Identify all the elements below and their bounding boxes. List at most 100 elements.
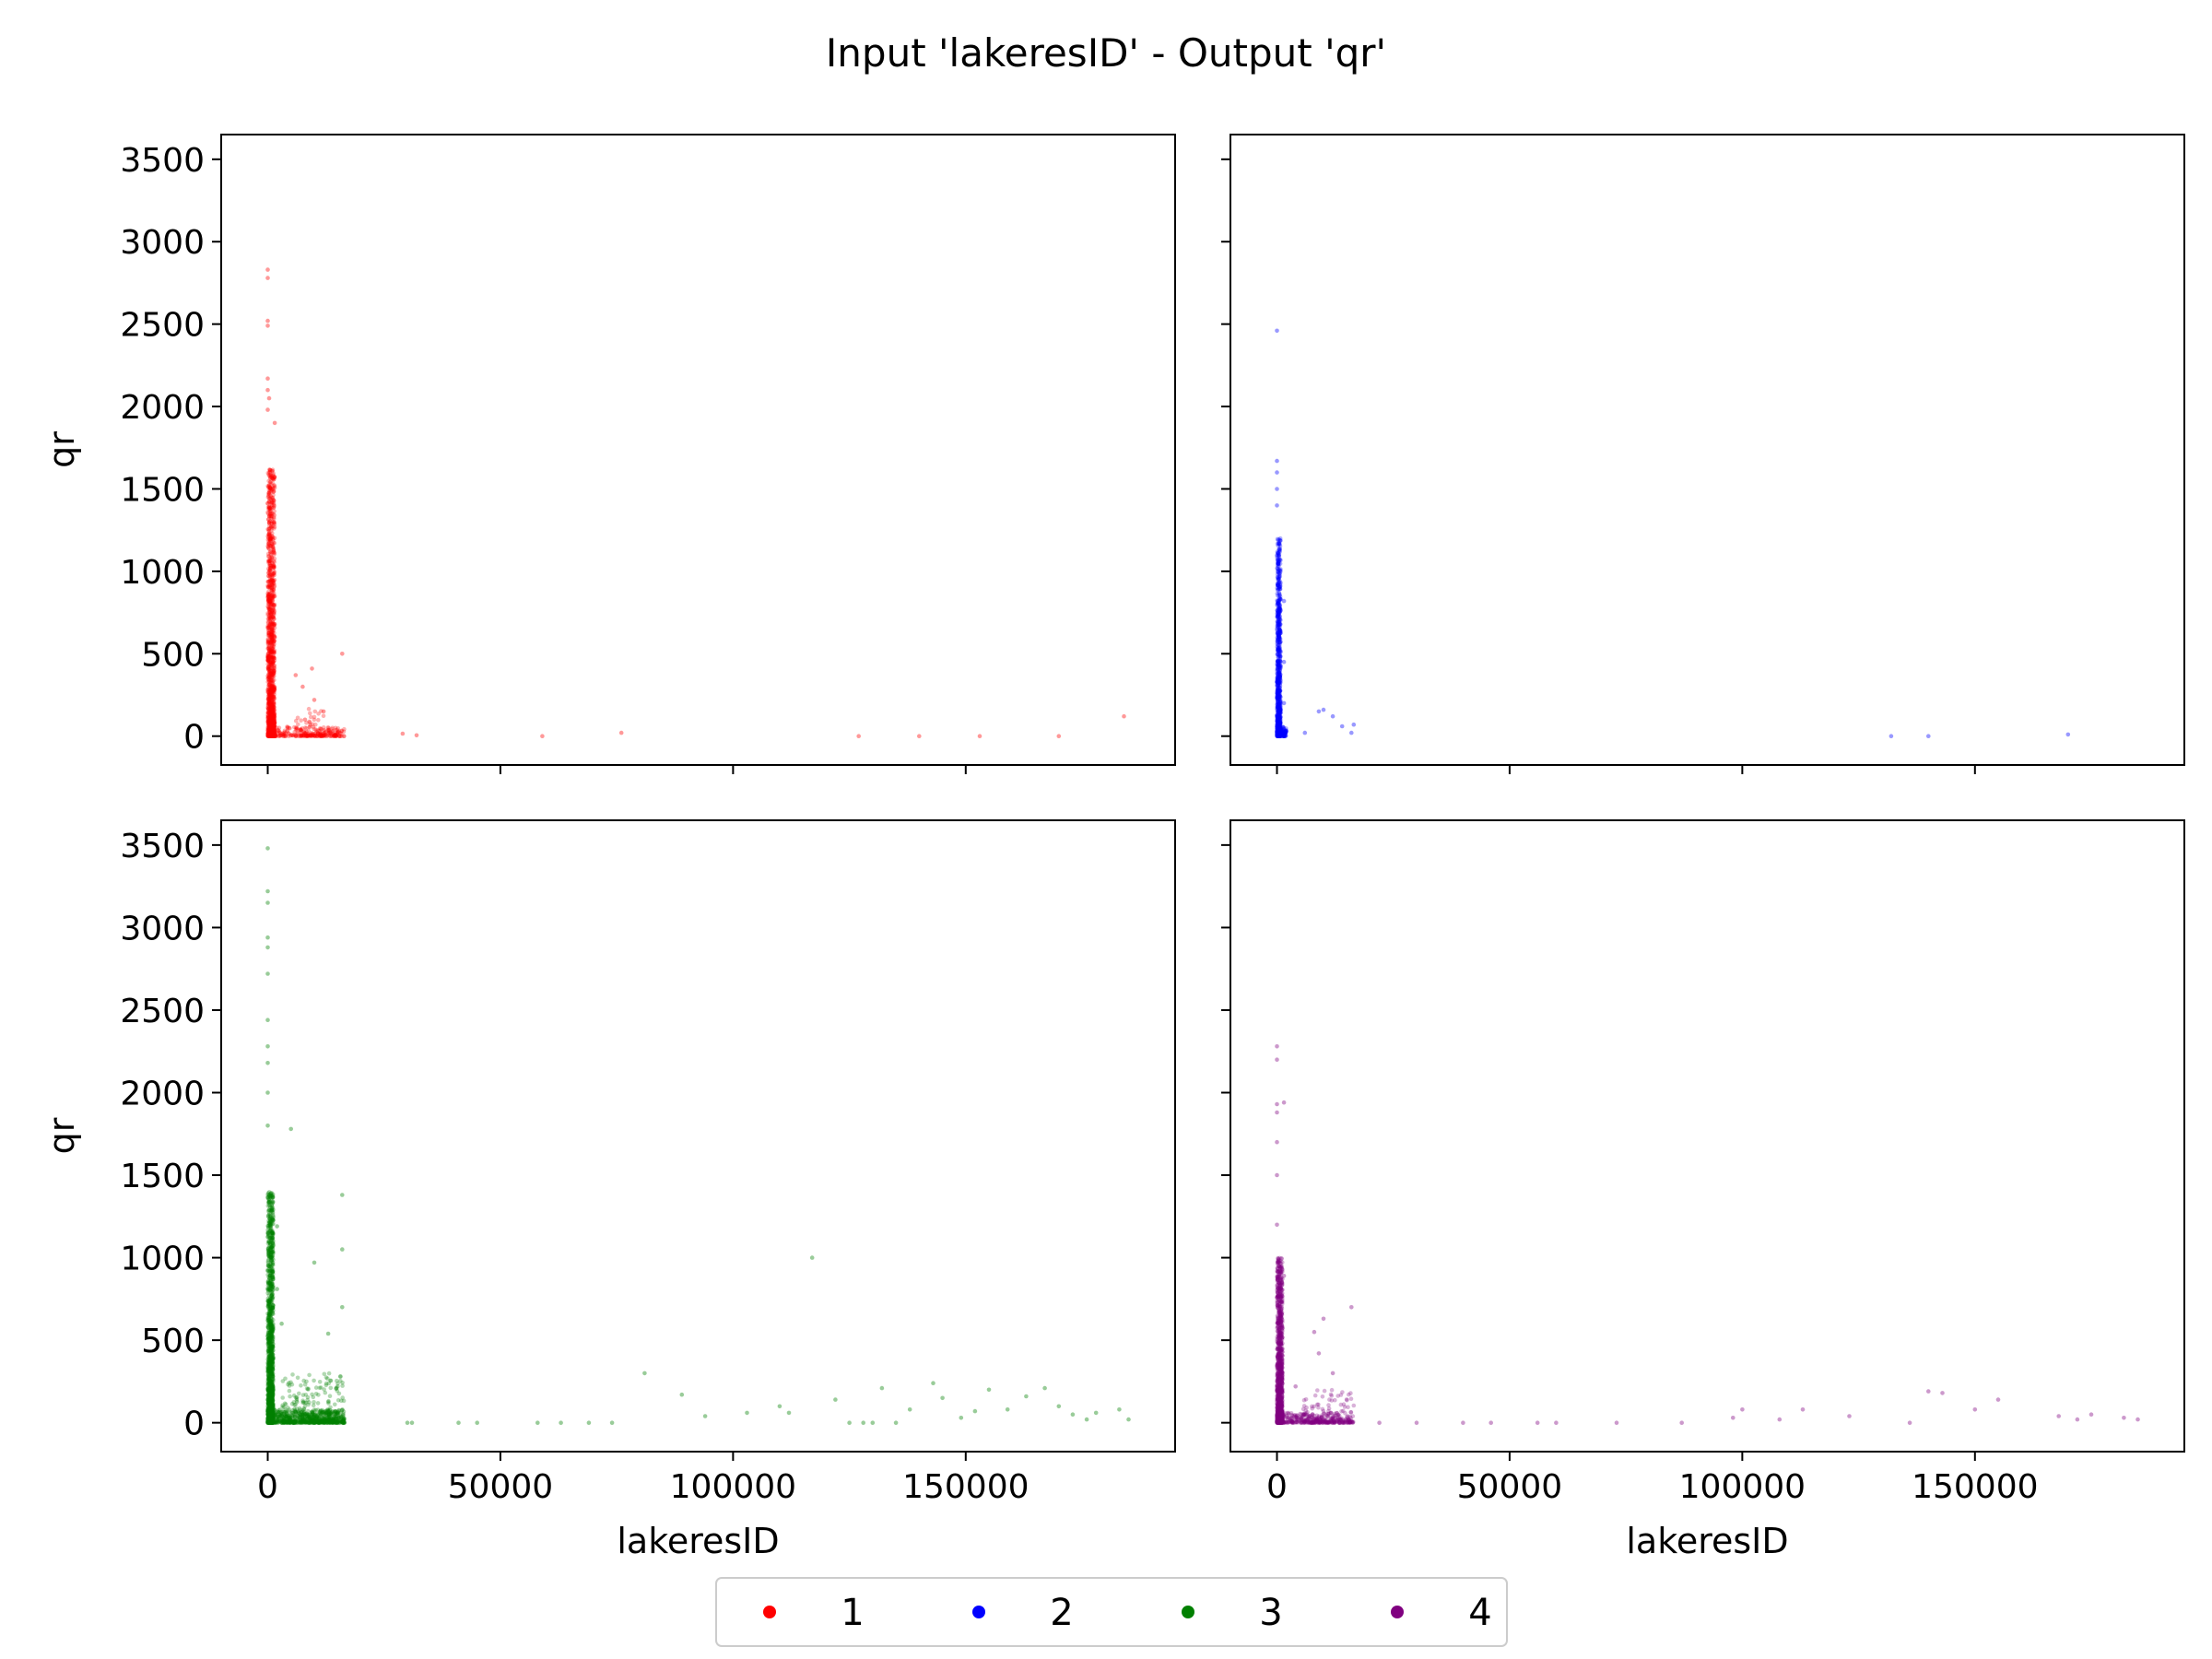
data-point (270, 688, 275, 693)
data-point (267, 1413, 273, 1418)
data-point (1276, 683, 1281, 688)
data-point (272, 512, 277, 518)
data-point (1277, 720, 1282, 725)
data-point (268, 535, 273, 540)
data-point (1275, 585, 1279, 591)
data-point (270, 582, 276, 587)
data-point (267, 702, 273, 708)
data-point (1277, 596, 1283, 602)
data-point (268, 494, 273, 499)
data-point (1277, 665, 1282, 671)
data-point (266, 1418, 271, 1423)
data-point (1277, 540, 1282, 546)
data-point (266, 672, 271, 677)
data-point (265, 1416, 270, 1421)
data-point (1277, 679, 1282, 684)
data-point (266, 494, 272, 500)
data-point (270, 1420, 276, 1425)
data-point (1277, 688, 1283, 693)
data-point (269, 612, 274, 617)
data-point (270, 535, 276, 540)
data-point (1275, 718, 1279, 724)
data-point (1275, 640, 1280, 644)
data-point (1277, 571, 1282, 576)
data-point (268, 1359, 274, 1365)
data-point (271, 701, 276, 707)
data-point (1280, 731, 1286, 735)
data-point (269, 1417, 275, 1421)
data-point (266, 602, 271, 606)
data-point (1275, 569, 1280, 574)
data-point (265, 1397, 270, 1402)
data-point (330, 729, 335, 734)
data-point (1277, 542, 1282, 547)
data-point (271, 621, 276, 626)
data-point (1277, 697, 1282, 701)
data-point (1276, 616, 1281, 621)
data-point (307, 719, 312, 724)
data-point (269, 718, 275, 723)
data-point (1277, 541, 1281, 547)
data-point (1277, 704, 1283, 709)
data-point (1275, 730, 1280, 735)
data-point (1276, 724, 1280, 729)
data-point (1276, 610, 1280, 616)
data-point (1276, 577, 1281, 582)
data-point (269, 681, 275, 687)
data-point (268, 565, 274, 571)
data-point (1275, 458, 1279, 464)
data-point (1275, 680, 1280, 685)
data-point (270, 723, 276, 727)
data-point (1275, 549, 1280, 555)
data-point (267, 563, 273, 569)
data-point (271, 656, 276, 661)
data-point (1277, 733, 1282, 738)
data-point (1276, 725, 1281, 731)
data-point (1276, 648, 1281, 653)
data-point (268, 479, 273, 484)
data-point (1277, 732, 1283, 736)
data-point (1277, 666, 1282, 671)
data-point (1277, 731, 1282, 735)
data-point (270, 1288, 276, 1293)
data-point (296, 734, 301, 738)
data-point (267, 496, 273, 500)
data-point (318, 726, 323, 731)
data-point (1280, 724, 1285, 730)
data-point (1277, 692, 1282, 698)
data-point (266, 672, 272, 677)
data-point (271, 578, 276, 582)
data-point (281, 734, 287, 738)
data-point (334, 734, 339, 738)
data-point (1276, 632, 1281, 638)
data-point (267, 534, 273, 538)
data-point (1278, 729, 1283, 735)
data-point (271, 734, 276, 738)
data-point (270, 633, 275, 638)
data-point (267, 571, 273, 577)
data-point (1277, 580, 1281, 584)
data-point (1277, 733, 1283, 738)
data-point (277, 731, 283, 735)
data-point (273, 734, 278, 738)
data-point (266, 626, 271, 631)
data-point (267, 537, 273, 543)
data-point (268, 538, 273, 544)
data-point (1277, 717, 1283, 723)
data-point (322, 733, 326, 737)
data-point (272, 724, 277, 728)
data-point (333, 725, 338, 731)
data-point (1275, 726, 1280, 732)
data-point (266, 719, 271, 724)
data-point (269, 1236, 274, 1241)
data-point (268, 727, 274, 733)
data-point (271, 638, 276, 642)
data-point (267, 653, 272, 659)
data-point (1275, 717, 1280, 722)
data-point (265, 651, 271, 656)
data-point (1278, 708, 1283, 712)
data-point (270, 639, 275, 643)
data-point (1283, 731, 1288, 735)
data-point (266, 534, 272, 538)
